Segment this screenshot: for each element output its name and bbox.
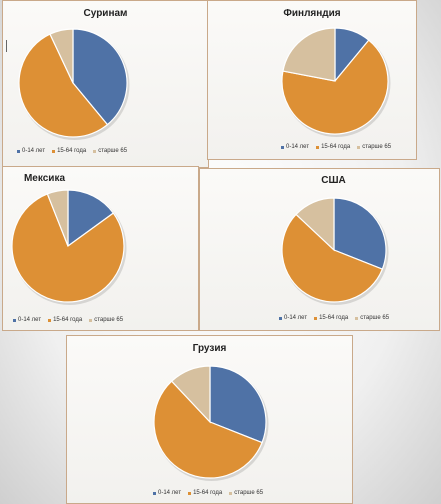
chart-legend: 0-14 лет 15-64 года старше 65	[281, 144, 391, 150]
legend-label: 0-14 лет	[286, 144, 310, 150]
pie-slice-65-plus	[295, 197, 335, 252]
legend-swatch	[153, 491, 156, 495]
legend-label: 15-64 года	[53, 317, 83, 323]
legend-label: старше 65	[234, 490, 264, 496]
legend-item: 15-64 года	[188, 490, 222, 496]
pie-slice-15-64	[281, 213, 384, 303]
legend-item: 0-14 лет	[153, 490, 181, 496]
chart-legend: 0-14 лет 15-64 года старше 65	[279, 315, 389, 321]
pie-slice-15-64	[281, 39, 389, 135]
chart-title: Мексика	[23, 173, 66, 184]
legend-item: старше 65	[357, 144, 391, 150]
legend-swatch	[357, 145, 361, 149]
legend-item: старше 65	[355, 315, 389, 321]
chart-legend: 0-14 лет 15-64 года старше 65	[17, 148, 127, 154]
chart-legend: 0-14 лет 15-64 года старше 65	[13, 317, 123, 323]
pie-slice-0-14	[72, 28, 128, 126]
legend-item: 0-14 лет	[279, 315, 307, 321]
chart-title: Финляндия	[283, 8, 341, 19]
legend-item: 0-14 лет	[13, 317, 41, 323]
legend-item: 15-64 года	[52, 148, 86, 154]
legend-swatch	[355, 316, 359, 320]
chart-title: Грузия	[192, 343, 227, 354]
cursor-mark	[6, 40, 7, 52]
pie-slice-65-plus	[49, 28, 74, 84]
legend-label: старше 65	[360, 315, 390, 321]
legend-swatch	[316, 145, 320, 149]
legend-item: 0-14 лет	[281, 144, 309, 150]
pie-slice-15-64	[18, 33, 109, 138]
pie-slice-15-64	[11, 193, 125, 303]
legend-swatch	[229, 491, 233, 495]
legend-swatch	[279, 316, 282, 320]
legend-label: 0-14 лет	[22, 148, 46, 154]
legend-swatch	[48, 318, 52, 322]
legend-item: 15-64 года	[314, 315, 348, 321]
legend-label: старше 65	[98, 148, 128, 154]
legend-item: 15-64 года	[48, 317, 82, 323]
legend-swatch	[314, 316, 318, 320]
legend-label: 15-64 года	[57, 148, 87, 154]
legend-item: старше 65	[89, 317, 123, 323]
legend-swatch	[17, 149, 20, 153]
chart-legend: 0-14 лет 15-64 года старше 65	[153, 490, 263, 496]
legend-label: старше 65	[94, 317, 124, 323]
legend-swatch	[52, 149, 56, 153]
pie-slice-65-plus	[170, 365, 211, 424]
pie-slice-15-64	[153, 380, 263, 479]
legend-swatch	[281, 145, 284, 149]
legend-item: старше 65	[93, 148, 127, 154]
legend-label: 0-14 лет	[284, 315, 308, 321]
legend-swatch	[93, 149, 97, 153]
legend-item: 0-14 лет	[17, 148, 45, 154]
legend-label: 0-14 лет	[158, 490, 182, 496]
chart-title: США	[321, 175, 346, 186]
legend-swatch	[89, 318, 93, 322]
pie-slice-0-14	[67, 189, 115, 248]
pie-slice-0-14	[209, 365, 267, 444]
pie-slice-65-plus	[282, 27, 336, 82]
pie-slice-65-plus	[46, 189, 69, 247]
chart-title: Суринам	[83, 8, 128, 19]
legend-swatch	[188, 491, 192, 495]
legend-label: 0-14 лет	[18, 317, 42, 323]
legend-item: 15-64 года	[316, 144, 350, 150]
legend-label: 15-64 года	[193, 490, 223, 496]
legend-swatch	[13, 318, 16, 322]
legend-label: 15-64 года	[321, 144, 351, 150]
pie-slice-0-14	[333, 197, 387, 270]
legend-label: 15-64 года	[319, 315, 349, 321]
legend-label: старше 65	[362, 144, 392, 150]
legend-item: старше 65	[229, 490, 263, 496]
